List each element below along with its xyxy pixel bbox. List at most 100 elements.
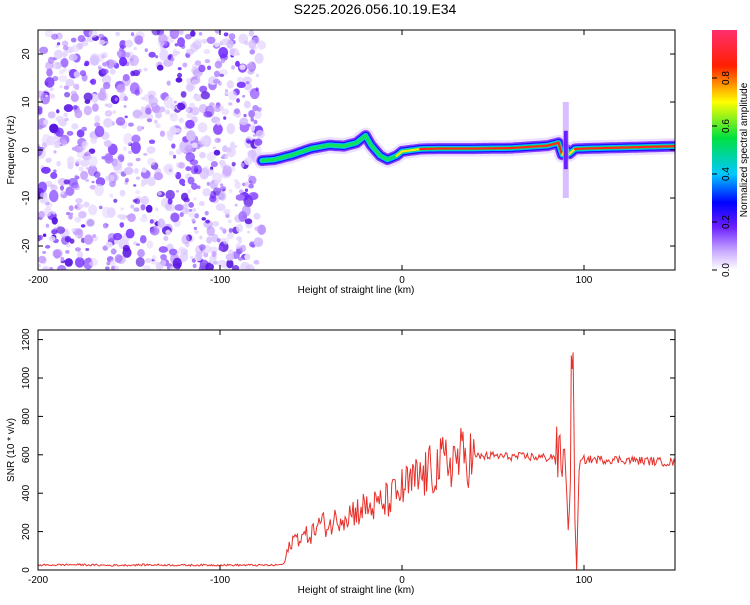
noise-blob: [81, 224, 85, 227]
colorbar-tick-label: 0.6: [721, 119, 732, 133]
noise-blob: [228, 249, 232, 252]
noise-blob: [65, 250, 69, 254]
noise-blob: [235, 181, 241, 189]
noise-blob: [60, 185, 64, 190]
noise-blob: [136, 257, 145, 267]
noise-blob: [145, 48, 148, 52]
y-tick-label: 400: [21, 484, 32, 501]
noise-blob: [60, 85, 63, 88]
noise-blob: [55, 116, 64, 122]
noise-blob: [104, 140, 112, 147]
noise-blob: [225, 155, 228, 159]
noise-blob: [222, 228, 226, 233]
noise-blob: [170, 104, 175, 110]
noise-blob: [253, 120, 257, 125]
noise-blob: [74, 217, 81, 223]
noise-blob: [205, 220, 210, 224]
noise-blob: [164, 163, 174, 175]
noise-blob: [226, 40, 234, 49]
noise-blob: [219, 106, 223, 111]
noise-blob: [140, 235, 147, 243]
noise-blob: [155, 207, 158, 211]
colorbar-tick-label: 0.2: [721, 215, 732, 229]
noise-blob: [191, 183, 198, 190]
noise-blob: [232, 162, 236, 166]
noise-blob: [194, 230, 199, 234]
noise-blob: [253, 213, 260, 220]
noise-blob: [212, 221, 219, 227]
colorbar-tick-label: 0.0: [721, 263, 732, 277]
noise-blob: [207, 226, 215, 236]
noise-blob: [239, 189, 244, 193]
signal-trace-peak: [584, 148, 620, 149]
noise-blob: [174, 173, 177, 176]
noise-blob: [231, 65, 235, 69]
noise-blob: [123, 146, 127, 151]
noise-blob: [106, 174, 115, 182]
noise-blob: [71, 228, 75, 232]
noise-blob: [181, 91, 187, 98]
noise-blob: [237, 82, 246, 88]
noise-blob: [246, 63, 254, 69]
noise-blob: [65, 79, 74, 86]
x-tick-label: 100: [576, 275, 593, 286]
noise-blob: [170, 212, 179, 222]
noise-blob: [169, 126, 176, 135]
noise-blob: [160, 93, 166, 99]
noise-blob: [92, 103, 99, 111]
noise-blob: [89, 30, 98, 38]
noise-blob: [71, 123, 78, 129]
noise-blob: [117, 51, 122, 57]
noise-blob: [80, 70, 86, 76]
noise-blob: [236, 194, 245, 201]
noise-blob: [202, 188, 210, 196]
noise-blob: [141, 179, 148, 186]
noise-blob: [86, 167, 89, 170]
noise-blob: [175, 43, 178, 46]
noise-blob: [244, 40, 248, 45]
noise-blob: [125, 52, 130, 58]
noise-blob: [186, 49, 194, 55]
noise-blob: [199, 32, 203, 36]
noise-blob: [192, 208, 196, 212]
noise-blob: [125, 115, 128, 118]
noise-blob: [37, 264, 41, 268]
noise-blob: [188, 212, 195, 217]
noise-blob: [192, 79, 198, 85]
noise-blob: [105, 103, 108, 106]
noise-blob: [142, 214, 147, 218]
noise-blob: [251, 117, 254, 121]
noise-blob: [90, 55, 99, 65]
noise-blob: [59, 69, 64, 74]
noise-blob: [50, 172, 57, 179]
noise-blob: [99, 206, 103, 210]
noise-blob: [242, 205, 251, 217]
noise-blob: [216, 120, 220, 125]
noise-blob: [172, 51, 177, 57]
noise-blob: [219, 192, 226, 201]
noise-blob: [115, 254, 123, 263]
noise-blob: [201, 91, 210, 99]
noise-blob: [244, 254, 250, 260]
noise-blob: [150, 219, 154, 224]
noise-blob: [163, 236, 168, 241]
noise-blob: [195, 94, 202, 101]
noise-blob: [159, 49, 168, 61]
noise-blob: [102, 62, 108, 67]
noise-blob: [213, 261, 218, 265]
noise-blob: [155, 124, 161, 129]
noise-blob: [151, 26, 160, 36]
noise-blob: [63, 113, 67, 117]
noise-blob: [67, 107, 71, 110]
noise-blob: [160, 131, 165, 137]
noise-blob: [105, 110, 113, 117]
noise-blob: [236, 236, 242, 241]
noise-blob: [149, 139, 155, 144]
noise-blob: [195, 39, 203, 46]
noise-blob: [182, 62, 187, 67]
noise-blob: [154, 120, 158, 124]
noise-blob: [75, 159, 82, 165]
noise-blob: [206, 236, 212, 243]
noise-blob: [152, 255, 156, 260]
